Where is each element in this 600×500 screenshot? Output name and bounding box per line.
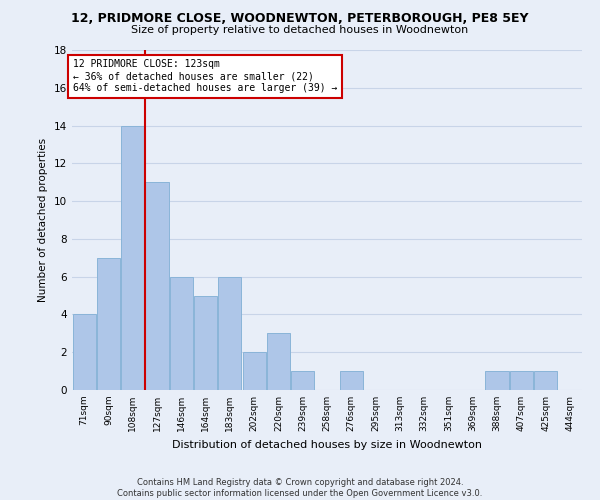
Bar	[510, 371, 533, 390]
Bar	[170, 276, 193, 390]
Bar	[267, 334, 290, 390]
Bar	[121, 126, 144, 390]
Bar	[291, 371, 314, 390]
Text: 12 PRIDMORE CLOSE: 123sqm
← 36% of detached houses are smaller (22)
64% of semi-: 12 PRIDMORE CLOSE: 123sqm ← 36% of detac…	[73, 60, 338, 92]
Bar	[340, 371, 363, 390]
Bar	[218, 276, 241, 390]
Bar	[97, 258, 120, 390]
Text: Contains HM Land Registry data © Crown copyright and database right 2024.
Contai: Contains HM Land Registry data © Crown c…	[118, 478, 482, 498]
Text: 12, PRIDMORE CLOSE, WOODNEWTON, PETERBOROUGH, PE8 5EY: 12, PRIDMORE CLOSE, WOODNEWTON, PETERBOR…	[71, 12, 529, 26]
Text: Size of property relative to detached houses in Woodnewton: Size of property relative to detached ho…	[131, 25, 469, 35]
Bar	[194, 296, 217, 390]
X-axis label: Distribution of detached houses by size in Woodnewton: Distribution of detached houses by size …	[172, 440, 482, 450]
Bar	[242, 352, 266, 390]
Y-axis label: Number of detached properties: Number of detached properties	[38, 138, 49, 302]
Bar	[485, 371, 509, 390]
Bar	[534, 371, 557, 390]
Bar	[145, 182, 169, 390]
Bar	[73, 314, 95, 390]
